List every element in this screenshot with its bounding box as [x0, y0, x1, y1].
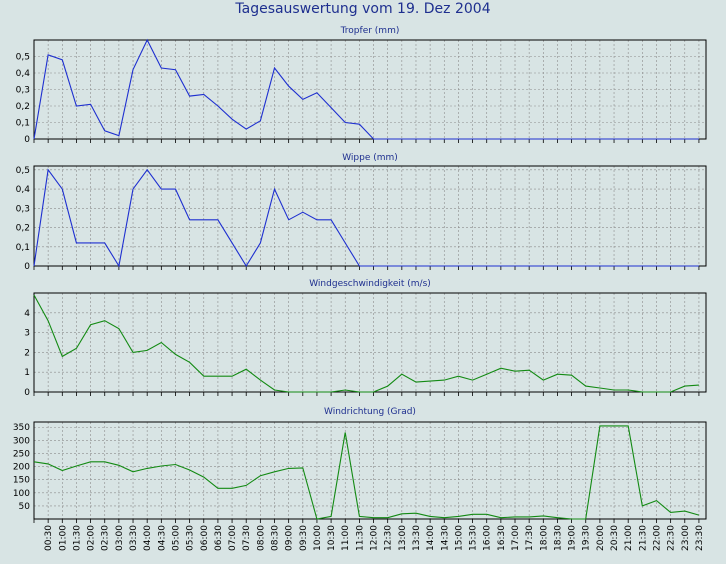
x-tick-label: 22:30	[667, 525, 677, 551]
x-tick-label: 10:30	[327, 525, 337, 551]
x-tick-label: 23:00	[681, 525, 691, 551]
y-tick-label: 0,3	[16, 204, 30, 214]
x-tick-label: 06:00	[200, 525, 210, 551]
x-tick-label: 19:00	[568, 525, 578, 551]
y-tick-label: 0,1	[16, 119, 30, 129]
y-tick-label: 4	[24, 309, 30, 319]
x-tick-label: 13:30	[412, 525, 422, 551]
y-tick-label: 250	[13, 449, 30, 459]
x-tick-label: 21:30	[638, 525, 648, 551]
x-tick-label: 11:00	[341, 525, 351, 551]
y-tick-label: 0	[24, 135, 30, 145]
plot-area	[34, 422, 706, 519]
x-tick-label: 22:00	[652, 525, 662, 551]
x-tick-label: 01:00	[58, 525, 68, 551]
y-tick-label: 0,5	[16, 53, 30, 63]
y-tick-label: 0,4	[16, 69, 31, 79]
y-tick-label: 300	[13, 436, 30, 446]
x-tick-label: 10:00	[313, 525, 323, 551]
y-tick-label: 350	[13, 423, 30, 433]
x-tick-label: 18:30	[553, 525, 563, 551]
y-tick-label: 0,2	[16, 102, 30, 112]
panel-title: Windgeschwindigkeit (m/s)	[309, 279, 431, 289]
x-tick-label: 03:30	[129, 525, 139, 551]
x-tick-label: 04:00	[143, 525, 153, 551]
plot-frame	[33, 421, 707, 520]
y-tick-label: 200	[13, 463, 30, 473]
y-tick-label: 2	[24, 348, 30, 358]
x-tick-label: 15:00	[454, 525, 464, 551]
plot-area	[34, 166, 706, 266]
y-tick-label: 0,3	[16, 86, 30, 96]
series-line	[33, 425, 700, 520]
panel-title: Wippe (mm)	[342, 153, 398, 163]
x-tick-label: 09:30	[299, 525, 309, 551]
x-tick-label: 16:00	[483, 525, 493, 551]
x-tick-label: 18:00	[539, 525, 549, 551]
y-tick-label: 50	[19, 502, 31, 512]
plot-frame	[33, 39, 707, 140]
panel-title: Windrichtung (Grad)	[324, 407, 416, 417]
y-tick-label: 0	[24, 262, 30, 272]
y-tick-label: 3	[24, 329, 30, 339]
y-tick-label: 0,4	[16, 185, 31, 195]
x-tick-label: 07:00	[228, 525, 238, 551]
x-tick-label: 17:30	[525, 525, 535, 551]
x-tick-label: 23:30	[695, 525, 705, 551]
y-tick-label: 0	[24, 388, 30, 398]
x-tick-label: 14:00	[426, 525, 436, 551]
x-tick-label: 04:30	[157, 525, 167, 551]
x-tick-label: 17:00	[511, 525, 521, 551]
x-tick-label: 02:30	[101, 525, 111, 551]
x-tick-label: 01:30	[72, 525, 82, 551]
x-tick-label: 08:30	[271, 525, 281, 551]
panel-title: Tropfer (mm)	[340, 26, 400, 36]
x-tick-label: 09:00	[285, 525, 295, 551]
x-tick-label: 15:30	[469, 525, 479, 551]
x-tick-label: 12:00	[370, 525, 380, 551]
y-tick-label: 1	[24, 368, 30, 378]
y-tick-label: 0,1	[16, 243, 30, 253]
y-tick-label: 0,5	[16, 166, 30, 176]
series-line	[33, 294, 699, 393]
x-tick-label: 12:30	[384, 525, 394, 551]
x-tick-label: 02:00	[87, 525, 97, 551]
x-tick-label: 03:00	[115, 525, 125, 551]
x-tick-label: 13:00	[398, 525, 408, 551]
x-tick-label: 05:00	[171, 525, 181, 551]
x-tick-label: 21:00	[624, 525, 634, 551]
x-tick-label: 20:30	[610, 525, 620, 551]
y-tick-label: 100	[13, 489, 30, 499]
x-tick-label: 06:30	[214, 525, 224, 551]
plot-area	[34, 293, 706, 392]
x-tick-label: 08:00	[256, 525, 266, 551]
x-tick-label: 00:30	[44, 525, 54, 551]
y-tick-label: 0,2	[16, 224, 30, 234]
x-tick-label: 20:00	[596, 525, 606, 551]
series-line	[33, 38, 699, 140]
y-tick-label: 150	[13, 476, 30, 486]
x-tick-label: 14:30	[440, 525, 450, 551]
series-line	[33, 168, 699, 268]
page-title: Tagesauswertung vom 19. Dez 2004	[235, 1, 491, 17]
x-tick-label: 19:30	[582, 525, 592, 551]
x-tick-label: 16:30	[497, 525, 507, 551]
x-tick-label: 05:30	[186, 525, 196, 551]
x-tick-label: 11:30	[355, 525, 365, 551]
x-tick-label: 07:30	[242, 525, 252, 551]
